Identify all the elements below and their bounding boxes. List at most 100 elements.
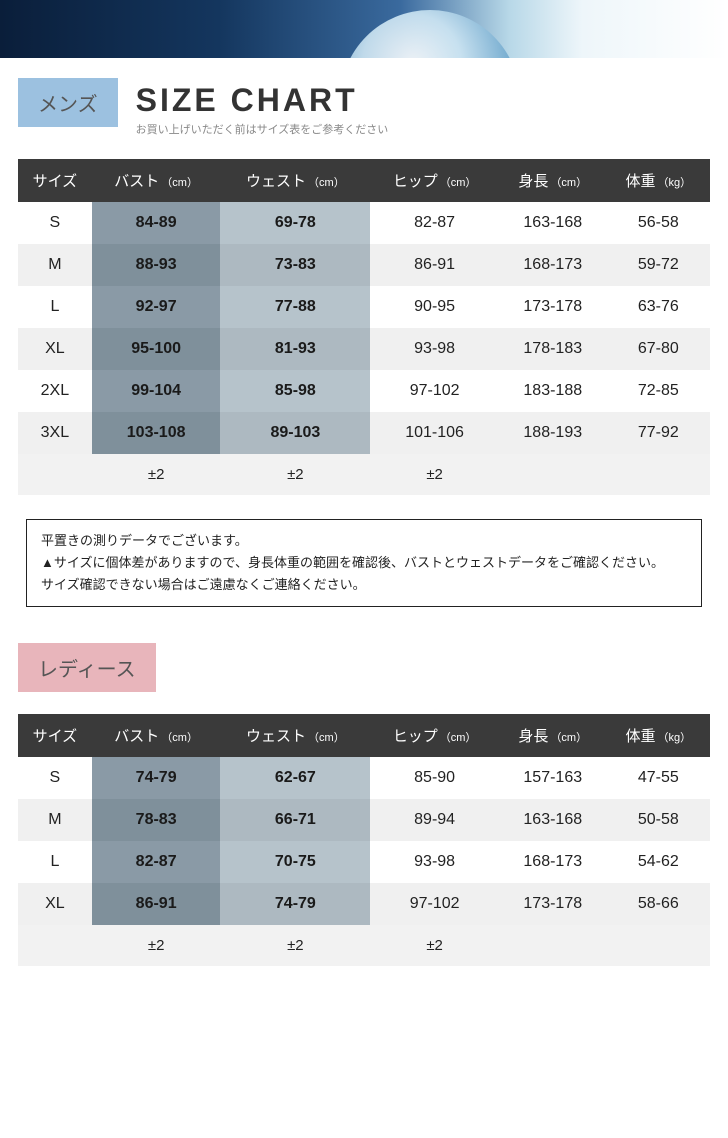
column-header: サイズ (18, 159, 92, 202)
cell-height: 188-193 (499, 412, 607, 454)
tolerance-cell: ±2 (370, 454, 499, 495)
cell-bust: 103-108 (92, 412, 221, 454)
womens-section: レディース サイズバスト（cm）ウェスト（cm）ヒップ（cm）身長（cm）体重（… (18, 643, 710, 966)
table-row: L92-9777-8890-95173-17863-76 (18, 286, 710, 328)
note-line: 平置きの測りデータでございます。 (41, 530, 687, 552)
column-header: ウェスト（cm） (220, 159, 370, 202)
cell-bust: 86-91 (92, 883, 221, 925)
mens-section: メンズ SIZE CHART お買い上げいただく前はサイズ表をご参考ください サ… (18, 78, 710, 607)
table-row: XL86-9174-7997-102173-17858-66 (18, 883, 710, 925)
cell-bust: 84-89 (92, 202, 221, 244)
cell-hip: 89-94 (370, 799, 499, 841)
column-header: サイズ (18, 714, 92, 757)
table-row: 2XL99-10485-9897-102183-18872-85 (18, 370, 710, 412)
column-header: ヒップ（cm） (370, 714, 499, 757)
cell-weight: 63-76 (607, 286, 710, 328)
cell-waist: 70-75 (220, 841, 370, 883)
table-header-row: サイズバスト（cm）ウェスト（cm）ヒップ（cm）身長（cm）体重（kg） (18, 159, 710, 202)
cell-size: M (18, 799, 92, 841)
cell-hip: 85-90 (370, 757, 499, 799)
tolerance-cell (607, 454, 710, 495)
cell-hip: 97-102 (370, 883, 499, 925)
table-header-row: サイズバスト（cm）ウェスト（cm）ヒップ（cm）身長（cm）体重（kg） (18, 714, 710, 757)
cell-height: 183-188 (499, 370, 607, 412)
column-header: ウェスト（cm） (220, 714, 370, 757)
tolerance-cell: ±2 (92, 454, 221, 495)
title-block: SIZE CHART お買い上げいただく前はサイズ表をご参考ください (136, 82, 389, 137)
tolerance-row: ±2±2±2 (18, 925, 710, 966)
cell-hip: 93-98 (370, 841, 499, 883)
cell-size: XL (18, 883, 92, 925)
cell-hip: 101-106 (370, 412, 499, 454)
table-row: M88-9373-8386-91168-17359-72 (18, 244, 710, 286)
column-header: バスト（cm） (92, 714, 221, 757)
cell-waist: 81-93 (220, 328, 370, 370)
table-row: 3XL103-10889-103101-106188-19377-92 (18, 412, 710, 454)
cell-weight: 54-62 (607, 841, 710, 883)
cell-hip: 97-102 (370, 370, 499, 412)
column-header: ヒップ（cm） (370, 159, 499, 202)
column-header: バスト（cm） (92, 159, 221, 202)
cell-bust: 95-100 (92, 328, 221, 370)
womens-size-table: サイズバスト（cm）ウェスト（cm）ヒップ（cm）身長（cm）体重（kg） S7… (18, 714, 710, 966)
cell-waist: 69-78 (220, 202, 370, 244)
cell-size: L (18, 841, 92, 883)
column-header: 体重（kg） (607, 159, 710, 202)
tolerance-cell (607, 925, 710, 966)
cell-size: 2XL (18, 370, 92, 412)
cell-bust: 99-104 (92, 370, 221, 412)
cell-bust: 92-97 (92, 286, 221, 328)
cell-hip: 82-87 (370, 202, 499, 244)
cell-height: 178-183 (499, 328, 607, 370)
tolerance-row: ±2±2±2 (18, 454, 710, 495)
tolerance-cell: ±2 (370, 925, 499, 966)
table-row: S74-7962-6785-90157-16347-55 (18, 757, 710, 799)
cell-height: 163-168 (499, 202, 607, 244)
table-row: S84-8969-7882-87163-16856-58 (18, 202, 710, 244)
cell-height: 173-178 (499, 286, 607, 328)
cell-weight: 50-58 (607, 799, 710, 841)
tolerance-cell (18, 925, 92, 966)
cell-weight: 72-85 (607, 370, 710, 412)
cell-hip: 86-91 (370, 244, 499, 286)
note-line: サイズ確認できない場合はご遠慮なくご連絡ください。 (41, 574, 687, 596)
cell-waist: 74-79 (220, 883, 370, 925)
tolerance-cell: ±2 (220, 925, 370, 966)
cell-bust: 78-83 (92, 799, 221, 841)
table-row: L82-8770-7593-98168-17354-62 (18, 841, 710, 883)
womens-tag: レディース (18, 643, 156, 692)
cell-waist: 89-103 (220, 412, 370, 454)
cell-size: S (18, 757, 92, 799)
page-content: メンズ SIZE CHART お買い上げいただく前はサイズ表をご参考ください サ… (0, 58, 728, 1032)
cell-bust: 82-87 (92, 841, 221, 883)
note-box: 平置きの測りデータでございます。 ▲サイズに個体差がありますので、身長体重の範囲… (26, 519, 702, 607)
tolerance-cell: ±2 (220, 454, 370, 495)
cell-weight: 58-66 (607, 883, 710, 925)
cell-hip: 93-98 (370, 328, 499, 370)
tolerance-cell (499, 925, 607, 966)
cell-size: 3XL (18, 412, 92, 454)
tolerance-cell (18, 454, 92, 495)
cell-weight: 59-72 (607, 244, 710, 286)
cell-bust: 88-93 (92, 244, 221, 286)
cell-size: XL (18, 328, 92, 370)
cell-waist: 85-98 (220, 370, 370, 412)
mens-size-table: サイズバスト（cm）ウェスト（cm）ヒップ（cm）身長（cm）体重（kg） S8… (18, 159, 710, 495)
hero-banner (0, 0, 728, 58)
cell-size: M (18, 244, 92, 286)
cell-waist: 62-67 (220, 757, 370, 799)
cell-waist: 77-88 (220, 286, 370, 328)
cell-size: S (18, 202, 92, 244)
column-header: 身長（cm） (499, 714, 607, 757)
cell-height: 163-168 (499, 799, 607, 841)
cell-size: L (18, 286, 92, 328)
mens-title-row: メンズ SIZE CHART お買い上げいただく前はサイズ表をご参考ください (18, 78, 710, 137)
cell-hip: 90-95 (370, 286, 499, 328)
mens-tag: メンズ (18, 78, 118, 127)
cell-height: 173-178 (499, 883, 607, 925)
tolerance-cell (499, 454, 607, 495)
cell-weight: 47-55 (607, 757, 710, 799)
page-title: SIZE CHART (136, 82, 389, 119)
tolerance-cell: ±2 (92, 925, 221, 966)
cell-bust: 74-79 (92, 757, 221, 799)
